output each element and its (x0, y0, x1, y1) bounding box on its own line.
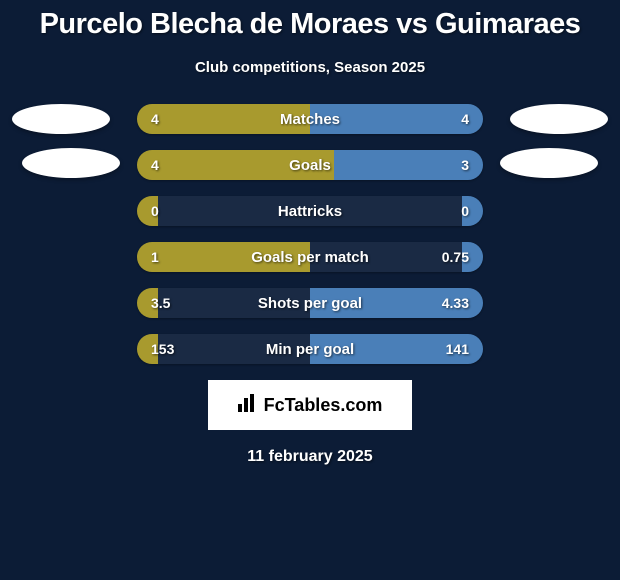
stat-row: 43Goals (137, 150, 483, 180)
player-left-badge-1 (12, 104, 110, 134)
stat-row: 153141Min per goal (137, 334, 483, 364)
stat-row: 44Matches (137, 104, 483, 134)
comparison-card: Purcelo Blecha de Moraes vs Guimaraes Cl… (0, 0, 620, 466)
stat-label: Goals per match (137, 242, 483, 272)
page-title: Purcelo Blecha de Moraes vs Guimaraes (0, 8, 620, 41)
stat-label: Goals (137, 150, 483, 180)
stat-row: 3.54.33Shots per goal (137, 288, 483, 318)
logo-box[interactable]: FcTables.com (208, 380, 412, 430)
stat-label: Hattricks (137, 196, 483, 226)
bar-chart-icon (238, 394, 258, 417)
stat-label: Matches (137, 104, 483, 134)
logo-text: FcTables.com (264, 395, 383, 416)
stat-label: Min per goal (137, 334, 483, 364)
subtitle: Club competitions, Season 2025 (0, 59, 620, 76)
stats-area: 44Matches 43Goals 00Hattricks 10.75Goals pe… (0, 104, 620, 364)
stat-row: 00Hattricks (137, 196, 483, 226)
stat-row: 10.75Goals per match (137, 242, 483, 272)
player-left-badge-2 (22, 148, 120, 178)
stat-rows: 44Matches 43Goals 00Hattricks 10.75Goals pe… (137, 104, 483, 364)
player-right-badge-1 (510, 104, 608, 134)
date-line: 11 february 2025 (0, 448, 620, 466)
stat-label: Shots per goal (137, 288, 483, 318)
player-right-badge-2 (500, 148, 598, 178)
